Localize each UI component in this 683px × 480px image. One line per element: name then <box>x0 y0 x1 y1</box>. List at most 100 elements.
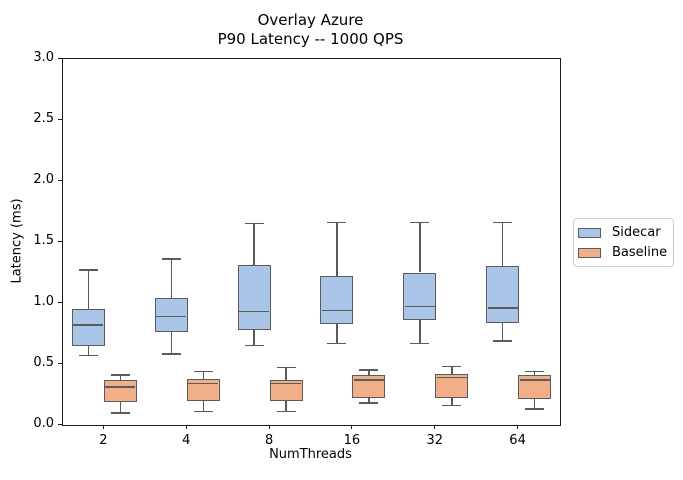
cap-upper-sidecar-2 <box>78 269 98 271</box>
whisker-lower-sidecar-32 <box>419 320 421 344</box>
whisker-lower-baseline-16 <box>368 398 370 404</box>
whisker-lower-baseline-64 <box>533 399 536 410</box>
legend-label-sidecar: Sidecar <box>612 225 661 240</box>
cap-upper-baseline-32 <box>442 365 462 368</box>
box-sidecar-8 <box>237 265 271 330</box>
cap-upper-baseline-64 <box>525 370 545 373</box>
whisker-lower-sidecar-8 <box>253 329 255 346</box>
y-tick-label: 0.5 <box>33 355 54 370</box>
whisker-lower-sidecar-2 <box>87 345 90 356</box>
whisker-upper-baseline-8 <box>285 367 287 380</box>
y-tick-mark <box>58 179 62 181</box>
cap-upper-baseline-16 <box>359 369 379 371</box>
y-tick-label: 1.5 <box>33 233 54 248</box>
x-tick-label: 64 <box>509 433 526 448</box>
chart-title-line1: Overlay Azure <box>257 11 364 29</box>
box-sidecar-2 <box>71 309 105 346</box>
y-tick-label: 0.0 <box>33 416 54 431</box>
cap-lower-sidecar-32 <box>410 342 430 344</box>
legend-label-baseline: Baseline <box>612 245 668 260</box>
whisker-upper-baseline-16 <box>368 370 370 375</box>
whisker-upper-baseline-64 <box>533 371 536 375</box>
legend: Sidecar Baseline <box>573 218 674 267</box>
whisker-upper-sidecar-64 <box>501 222 504 267</box>
median-sidecar-16 <box>321 309 352 312</box>
x-tick-mark <box>185 425 187 429</box>
median-baseline-64 <box>519 379 550 381</box>
y-tick-mark <box>58 362 62 364</box>
whisker-upper-sidecar-16 <box>336 222 338 277</box>
x-tick-mark <box>268 425 270 429</box>
chart-title: Overlay Azure P90 Latency -- 1000 QPS <box>62 11 559 49</box>
cap-upper-baseline-8 <box>276 366 296 369</box>
y-tick-label: 2.5 <box>33 111 54 126</box>
y-tick-mark <box>58 301 62 303</box>
y-tick-mark <box>58 57 62 59</box>
median-sidecar-2 <box>73 324 104 326</box>
x-tick-label: 2 <box>99 433 108 448</box>
cap-lower-baseline-16 <box>359 402 379 404</box>
x-tick-label: 16 <box>343 433 361 448</box>
box-baseline-8 <box>269 379 303 401</box>
box-sidecar-4 <box>154 298 188 333</box>
whisker-upper-baseline-2 <box>119 374 122 380</box>
median-baseline-32 <box>436 376 467 379</box>
cap-lower-baseline-64 <box>525 408 545 410</box>
median-sidecar-32 <box>404 305 435 308</box>
cap-lower-baseline-2 <box>110 412 130 414</box>
box-sidecar-16 <box>320 276 354 324</box>
median-baseline-16 <box>353 379 384 381</box>
median-sidecar-8 <box>239 310 270 313</box>
whisker-lower-baseline-32 <box>451 398 453 406</box>
x-tick-mark <box>351 425 353 429</box>
whisker-lower-baseline-8 <box>285 400 287 412</box>
x-tick-label: 32 <box>426 433 444 448</box>
box-baseline-2 <box>103 379 137 402</box>
cap-upper-sidecar-16 <box>327 221 347 224</box>
whisker-lower-baseline-4 <box>202 400 204 412</box>
whisker-upper-sidecar-4 <box>170 259 172 299</box>
x-tick-label: 8 <box>264 433 274 448</box>
cap-lower-baseline-32 <box>442 404 462 407</box>
cap-upper-sidecar-32 <box>410 221 430 224</box>
median-baseline-8 <box>271 382 302 385</box>
cap-upper-baseline-4 <box>193 370 213 373</box>
legend-item-sidecar: Sidecar <box>578 225 667 240</box>
cap-lower-sidecar-16 <box>327 342 347 344</box>
cap-lower-sidecar-8 <box>244 344 264 347</box>
cap-upper-sidecar-64 <box>493 221 513 224</box>
box-baseline-16 <box>352 374 386 399</box>
whisker-upper-sidecar-32 <box>419 222 421 273</box>
whisker-lower-sidecar-4 <box>170 332 172 355</box>
whisker-upper-sidecar-2 <box>87 270 90 310</box>
median-sidecar-64 <box>487 307 518 309</box>
box-baseline-64 <box>518 374 552 400</box>
y-tick-mark <box>58 240 62 242</box>
chart-title-line2: P90 Latency -- 1000 QPS <box>217 30 404 48</box>
whisker-upper-baseline-32 <box>451 366 453 374</box>
x-tick-label: 4 <box>182 433 191 448</box>
whisker-upper-sidecar-8 <box>253 223 255 266</box>
x-tick-mark <box>434 425 436 429</box>
median-baseline-2 <box>105 386 136 388</box>
baseline-color-swatch <box>578 247 601 258</box>
cap-lower-sidecar-64 <box>493 340 513 342</box>
median-sidecar-4 <box>156 315 187 318</box>
cap-lower-sidecar-2 <box>78 354 98 357</box>
x-axis-title: NumThreads <box>269 447 352 462</box>
sidecar-color-swatch <box>578 227 601 238</box>
box-sidecar-64 <box>486 266 520 323</box>
legend-item-baseline: Baseline <box>578 245 667 260</box>
cap-lower-sidecar-4 <box>161 353 181 355</box>
y-tick-label: 3.0 <box>33 50 54 65</box>
y-tick-mark <box>58 423 62 425</box>
cap-upper-baseline-2 <box>110 374 130 376</box>
whisker-lower-sidecar-64 <box>501 322 504 341</box>
cap-lower-baseline-8 <box>276 410 296 413</box>
cap-upper-sidecar-4 <box>161 258 181 260</box>
whisker-lower-baseline-2 <box>119 401 122 413</box>
y-tick-label: 2.0 <box>33 172 54 187</box>
cap-lower-baseline-4 <box>193 410 213 413</box>
median-baseline-4 <box>188 382 219 385</box>
cap-upper-sidecar-8 <box>244 222 264 225</box>
